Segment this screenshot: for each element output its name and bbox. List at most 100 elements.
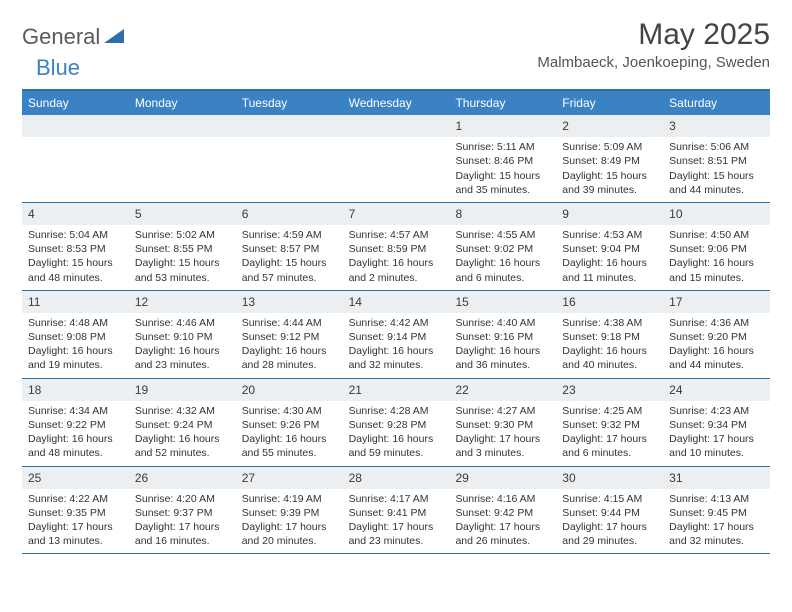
sunrise-line: Sunrise: 4:23 AM <box>669 404 764 418</box>
day-details: Sunrise: 5:02 AMSunset: 8:55 PMDaylight:… <box>129 225 236 290</box>
day-number: 10 <box>663 203 770 225</box>
day-number: 15 <box>449 291 556 313</box>
weekday-monday: Monday <box>129 91 236 115</box>
daylight-line: Daylight: 17 hours and 10 minutes. <box>669 432 764 460</box>
weekday-friday: Friday <box>556 91 663 115</box>
day-number: 14 <box>343 291 450 313</box>
day-number: 30 <box>556 467 663 489</box>
day-cell: 20Sunrise: 4:30 AMSunset: 9:26 PMDayligh… <box>236 379 343 466</box>
sunset-line: Sunset: 9:04 PM <box>562 242 657 256</box>
day-number: 11 <box>22 291 129 313</box>
daylight-line: Daylight: 17 hours and 29 minutes. <box>562 520 657 548</box>
day-number: 5 <box>129 203 236 225</box>
day-details: Sunrise: 4:38 AMSunset: 9:18 PMDaylight:… <box>556 313 663 378</box>
day-details: Sunrise: 4:50 AMSunset: 9:06 PMDaylight:… <box>663 225 770 290</box>
sunrise-line: Sunrise: 4:25 AM <box>562 404 657 418</box>
day-details: Sunrise: 4:19 AMSunset: 9:39 PMDaylight:… <box>236 489 343 554</box>
day-number: 6 <box>236 203 343 225</box>
sunset-line: Sunset: 8:59 PM <box>349 242 444 256</box>
sunset-line: Sunset: 9:02 PM <box>455 242 550 256</box>
sunrise-line: Sunrise: 4:32 AM <box>135 404 230 418</box>
daylight-line: Daylight: 17 hours and 26 minutes. <box>455 520 550 548</box>
sunrise-line: Sunrise: 4:13 AM <box>669 492 764 506</box>
sunrise-line: Sunrise: 4:17 AM <box>349 492 444 506</box>
sunset-line: Sunset: 8:51 PM <box>669 154 764 168</box>
sunrise-line: Sunrise: 4:15 AM <box>562 492 657 506</box>
day-details: Sunrise: 4:57 AMSunset: 8:59 PMDaylight:… <box>343 225 450 290</box>
sunset-line: Sunset: 9:14 PM <box>349 330 444 344</box>
day-cell: 13Sunrise: 4:44 AMSunset: 9:12 PMDayligh… <box>236 291 343 378</box>
sunrise-line: Sunrise: 4:30 AM <box>242 404 337 418</box>
sunrise-line: Sunrise: 4:46 AM <box>135 316 230 330</box>
day-number: 25 <box>22 467 129 489</box>
daylight-line: Daylight: 16 hours and 36 minutes. <box>455 344 550 372</box>
sunrise-line: Sunrise: 4:22 AM <box>28 492 123 506</box>
sunset-line: Sunset: 9:42 PM <box>455 506 550 520</box>
day-cell: 23Sunrise: 4:25 AMSunset: 9:32 PMDayligh… <box>556 379 663 466</box>
sunrise-line: Sunrise: 4:16 AM <box>455 492 550 506</box>
day-details: Sunrise: 4:40 AMSunset: 9:16 PMDaylight:… <box>449 313 556 378</box>
daylight-line: Daylight: 17 hours and 20 minutes. <box>242 520 337 548</box>
day-cell: 12Sunrise: 4:46 AMSunset: 9:10 PMDayligh… <box>129 291 236 378</box>
sunrise-line: Sunrise: 4:53 AM <box>562 228 657 242</box>
daylight-line: Daylight: 17 hours and 3 minutes. <box>455 432 550 460</box>
sunrise-line: Sunrise: 4:57 AM <box>349 228 444 242</box>
day-details: Sunrise: 4:27 AMSunset: 9:30 PMDaylight:… <box>449 401 556 466</box>
daylight-line: Daylight: 17 hours and 6 minutes. <box>562 432 657 460</box>
day-number: 8 <box>449 203 556 225</box>
daylight-line: Daylight: 17 hours and 16 minutes. <box>135 520 230 548</box>
daylight-line: Daylight: 16 hours and 48 minutes. <box>28 432 123 460</box>
day-cell: 10Sunrise: 4:50 AMSunset: 9:06 PMDayligh… <box>663 203 770 290</box>
daylight-line: Daylight: 16 hours and 28 minutes. <box>242 344 337 372</box>
sunrise-line: Sunrise: 5:09 AM <box>562 140 657 154</box>
daylight-line: Daylight: 16 hours and 19 minutes. <box>28 344 123 372</box>
day-details: Sunrise: 4:30 AMSunset: 9:26 PMDaylight:… <box>236 401 343 466</box>
day-details: Sunrise: 4:42 AMSunset: 9:14 PMDaylight:… <box>343 313 450 378</box>
weekday-saturday: Saturday <box>663 91 770 115</box>
day-cell: 22Sunrise: 4:27 AMSunset: 9:30 PMDayligh… <box>449 379 556 466</box>
day-cell: 16Sunrise: 4:38 AMSunset: 9:18 PMDayligh… <box>556 291 663 378</box>
daylight-line: Daylight: 15 hours and 35 minutes. <box>455 169 550 197</box>
day-cell: 31Sunrise: 4:13 AMSunset: 9:45 PMDayligh… <box>663 467 770 554</box>
day-cell: 2Sunrise: 5:09 AMSunset: 8:49 PMDaylight… <box>556 115 663 202</box>
day-empty <box>343 115 450 202</box>
day-cell: 17Sunrise: 4:36 AMSunset: 9:20 PMDayligh… <box>663 291 770 378</box>
day-details: Sunrise: 4:34 AMSunset: 9:22 PMDaylight:… <box>22 401 129 466</box>
day-number: 1 <box>449 115 556 137</box>
day-details: Sunrise: 4:32 AMSunset: 9:24 PMDaylight:… <box>129 401 236 466</box>
day-number: 4 <box>22 203 129 225</box>
sunset-line: Sunset: 8:53 PM <box>28 242 123 256</box>
day-number <box>236 115 343 137</box>
day-details: Sunrise: 4:22 AMSunset: 9:35 PMDaylight:… <box>22 489 129 554</box>
day-number <box>22 115 129 137</box>
day-empty <box>236 115 343 202</box>
daylight-line: Daylight: 15 hours and 53 minutes. <box>135 256 230 284</box>
sunrise-line: Sunrise: 4:59 AM <box>242 228 337 242</box>
daylight-line: Daylight: 17 hours and 32 minutes. <box>669 520 764 548</box>
daylight-line: Daylight: 16 hours and 44 minutes. <box>669 344 764 372</box>
day-details: Sunrise: 5:11 AMSunset: 8:46 PMDaylight:… <box>449 137 556 202</box>
day-empty <box>129 115 236 202</box>
day-cell: 5Sunrise: 5:02 AMSunset: 8:55 PMDaylight… <box>129 203 236 290</box>
sunset-line: Sunset: 9:44 PM <box>562 506 657 520</box>
day-cell: 11Sunrise: 4:48 AMSunset: 9:08 PMDayligh… <box>22 291 129 378</box>
day-cell: 14Sunrise: 4:42 AMSunset: 9:14 PMDayligh… <box>343 291 450 378</box>
day-details: Sunrise: 4:23 AMSunset: 9:34 PMDaylight:… <box>663 401 770 466</box>
weekday-wednesday: Wednesday <box>343 91 450 115</box>
sunrise-line: Sunrise: 5:11 AM <box>455 140 550 154</box>
day-number: 22 <box>449 379 556 401</box>
day-details: Sunrise: 4:48 AMSunset: 9:08 PMDaylight:… <box>22 313 129 378</box>
logo-text-blue: Blue <box>36 55 80 80</box>
sunrise-line: Sunrise: 4:27 AM <box>455 404 550 418</box>
day-cell: 30 Sunrise: 4:15 AMSunset: 9:44 PMDayligh… <box>556 467 663 554</box>
day-details: Sunrise: 5:04 AMSunset: 8:53 PMDaylight:… <box>22 225 129 290</box>
day-number: 9 <box>556 203 663 225</box>
sunrise-line: Sunrise: 5:04 AM <box>28 228 123 242</box>
weekday-sunday: Sunday <box>22 91 129 115</box>
week-row: 11Sunrise: 4:48 AMSunset: 9:08 PMDayligh… <box>22 291 770 379</box>
sunrise-line: Sunrise: 4:36 AM <box>669 316 764 330</box>
day-number: 2 <box>556 115 663 137</box>
day-details: Sunrise: 4:28 AMSunset: 9:28 PMDaylight:… <box>343 401 450 466</box>
day-details: Sunrise: 4:17 AMSunset: 9:41 PMDaylight:… <box>343 489 450 554</box>
day-number: 12 <box>129 291 236 313</box>
